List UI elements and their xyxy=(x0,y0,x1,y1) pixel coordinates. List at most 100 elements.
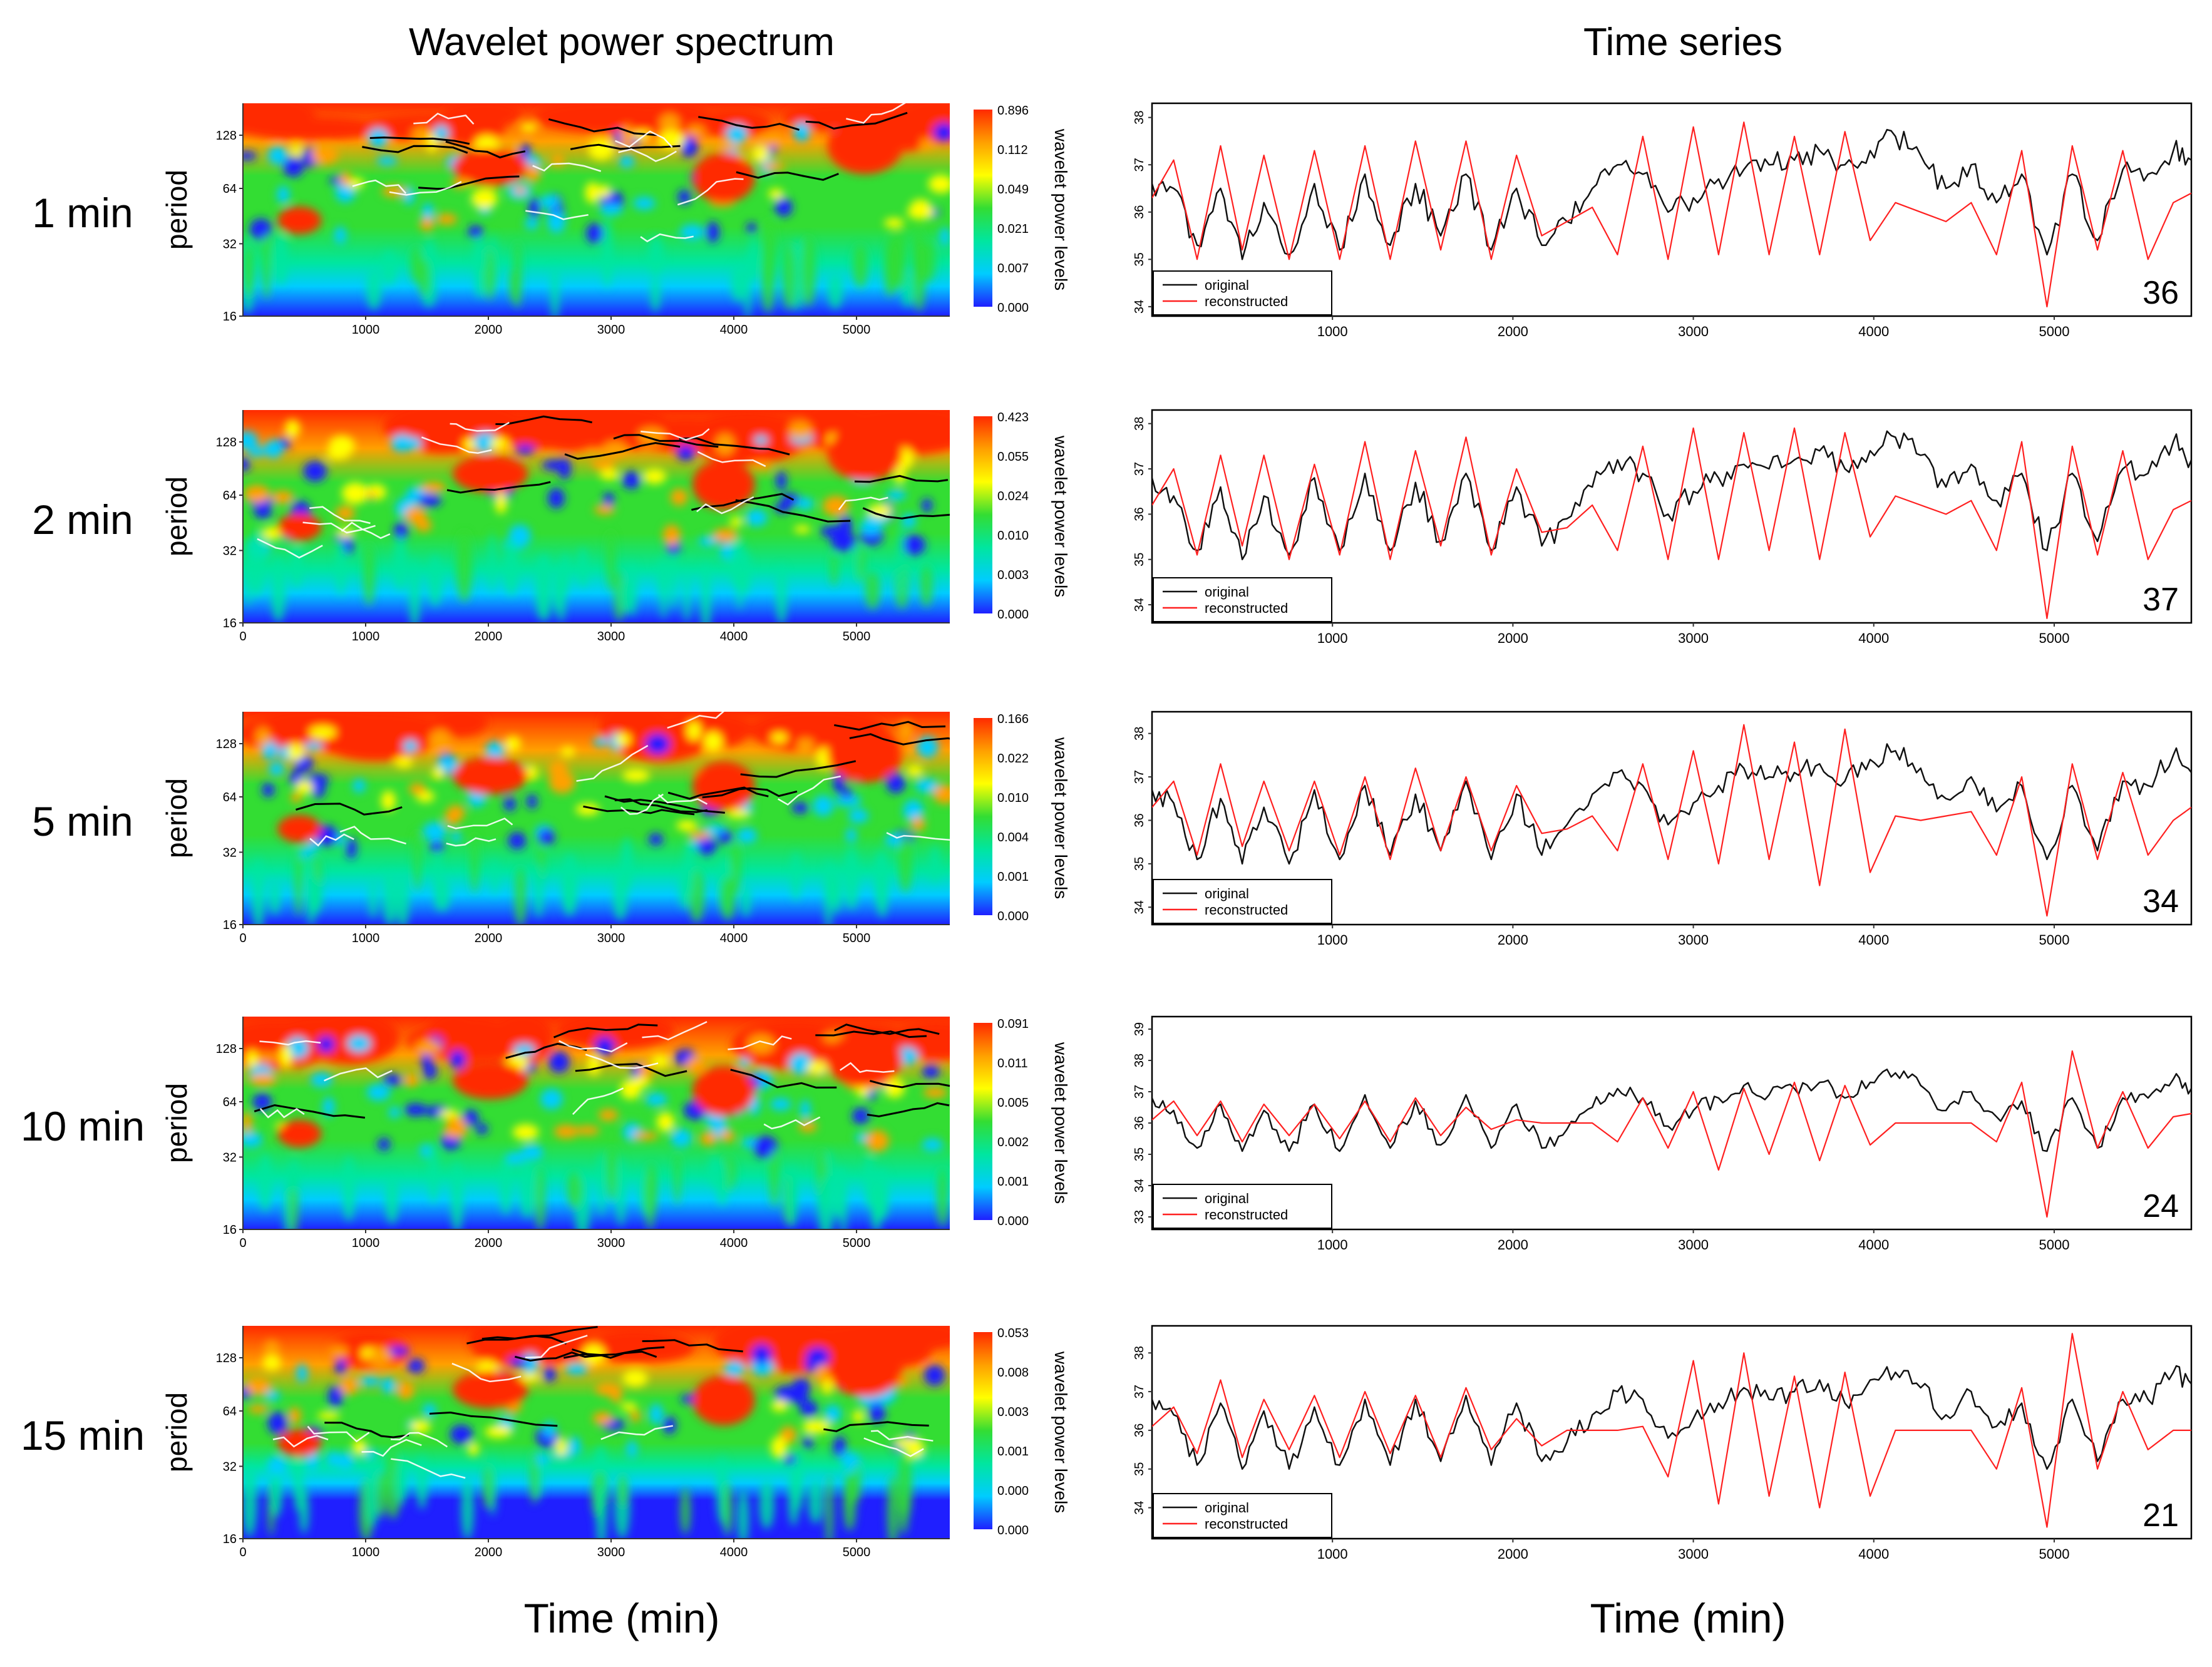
power-blob xyxy=(291,792,302,803)
power-blob xyxy=(678,865,691,910)
power-blob xyxy=(619,1474,627,1507)
significance-contour xyxy=(450,421,510,432)
y-tick-label: 64 xyxy=(223,489,237,503)
power-blob xyxy=(824,865,840,903)
power-blob xyxy=(277,513,322,541)
power-blob xyxy=(243,1112,252,1133)
significance-contour xyxy=(391,1458,466,1479)
power-blob xyxy=(646,1162,657,1218)
power-blob xyxy=(519,1373,541,1382)
power-blob xyxy=(616,1158,626,1228)
figure-rows: 1 min 16 32 64 128 1000 2000 3000 4000 5000 period… xyxy=(21,102,2193,1562)
power-blob xyxy=(245,1377,271,1395)
colorbar-tick-label: 0.896 xyxy=(997,104,1029,118)
power-blob xyxy=(490,438,509,449)
heatmap-field xyxy=(243,103,950,316)
ridge-line xyxy=(418,175,520,190)
power-blob xyxy=(269,762,285,776)
x-tick-label: 1000 xyxy=(1317,324,1348,339)
power-blob xyxy=(277,815,322,843)
power-blob xyxy=(622,471,641,490)
power-blob xyxy=(788,1469,800,1526)
ridge-line xyxy=(564,442,681,460)
power-blob xyxy=(648,833,664,846)
y-tick-label: 37 xyxy=(1133,1385,1146,1398)
series-line-original xyxy=(1152,743,2191,865)
power-blob xyxy=(485,1425,512,1438)
x-tick-label: 2000 xyxy=(475,931,503,945)
x-tick-label: 3000 xyxy=(1678,1546,1709,1562)
power-blob xyxy=(806,1347,830,1367)
power-blob xyxy=(712,141,739,150)
power-blob xyxy=(793,121,811,142)
power-blob xyxy=(295,780,314,795)
ridge-line xyxy=(570,143,681,150)
power-blob xyxy=(825,1474,833,1539)
series-line-reconstructed xyxy=(1152,724,2191,917)
x-tick-label: 4000 xyxy=(1858,324,1889,339)
power-blob xyxy=(262,526,282,540)
x-tick-label: 3000 xyxy=(1678,630,1709,646)
significance-contour xyxy=(576,745,649,782)
legend-label: reconstructed xyxy=(1205,600,1288,616)
power-blob xyxy=(796,738,815,752)
power-blob xyxy=(806,1061,827,1075)
power-blob xyxy=(768,188,784,200)
power-blob xyxy=(736,828,758,844)
y-tick-label: 32 xyxy=(223,544,237,558)
colorbar xyxy=(974,718,992,915)
significance-contour xyxy=(272,1435,329,1448)
legend-label: original xyxy=(1205,277,1249,293)
power-blob xyxy=(738,1489,749,1539)
power-blob xyxy=(403,1073,419,1087)
series-line-reconstructed xyxy=(1152,1050,2191,1218)
x-tick-label: 4000 xyxy=(720,1546,748,1559)
ridge-line xyxy=(698,116,800,131)
power-blob xyxy=(656,1112,675,1132)
power-blob xyxy=(420,481,447,493)
significance-contour xyxy=(886,832,950,841)
power-blob xyxy=(592,1412,613,1425)
power-blob xyxy=(445,809,461,825)
power-blob xyxy=(414,1040,441,1055)
significance-contour xyxy=(642,1021,707,1041)
power-blob xyxy=(244,485,270,503)
power-blob xyxy=(852,1107,870,1125)
power-blob xyxy=(463,1109,479,1126)
power-blob xyxy=(759,1480,774,1529)
power-blob xyxy=(430,840,445,853)
power-blob xyxy=(287,743,304,761)
ridge-line xyxy=(805,111,908,130)
power-blob xyxy=(676,444,696,461)
y-tick-label: 128 xyxy=(216,737,237,751)
power-blob xyxy=(431,767,445,779)
power-blob xyxy=(660,568,667,620)
significance-contour xyxy=(361,1439,422,1457)
colorbar-tick-label: 0.166 xyxy=(997,712,1029,726)
power-blob xyxy=(515,444,536,455)
x-tick-label: 3000 xyxy=(597,931,625,945)
power-blob xyxy=(285,419,301,438)
power-blob xyxy=(342,1155,356,1222)
power-blob xyxy=(514,186,526,195)
power-blob xyxy=(649,1403,664,1425)
power-blob xyxy=(769,1148,779,1208)
power-blob xyxy=(827,424,903,481)
power-blob xyxy=(267,146,289,165)
series-line-reconstructed xyxy=(1152,1333,2191,1528)
figure-row: 5 min 16 32 64 128 0 1000 2000 3000 4000 5000 perio… xyxy=(32,710,2193,948)
power-blob xyxy=(512,1124,539,1141)
power-blob xyxy=(827,1031,903,1087)
power-blob xyxy=(528,197,540,218)
power-blob xyxy=(308,878,322,915)
power-blob xyxy=(488,531,496,594)
series-line-original xyxy=(1152,430,2191,560)
power-blob xyxy=(800,1099,811,1119)
x-tick-label: 3000 xyxy=(1678,932,1709,948)
power-blob xyxy=(937,1168,949,1228)
power-blob xyxy=(530,1450,538,1504)
power-blob xyxy=(540,195,560,209)
colorbar-tick-label: 0.005 xyxy=(997,1096,1029,1110)
power-blob xyxy=(485,741,505,761)
x-tick-label: 5000 xyxy=(2039,1237,2069,1253)
